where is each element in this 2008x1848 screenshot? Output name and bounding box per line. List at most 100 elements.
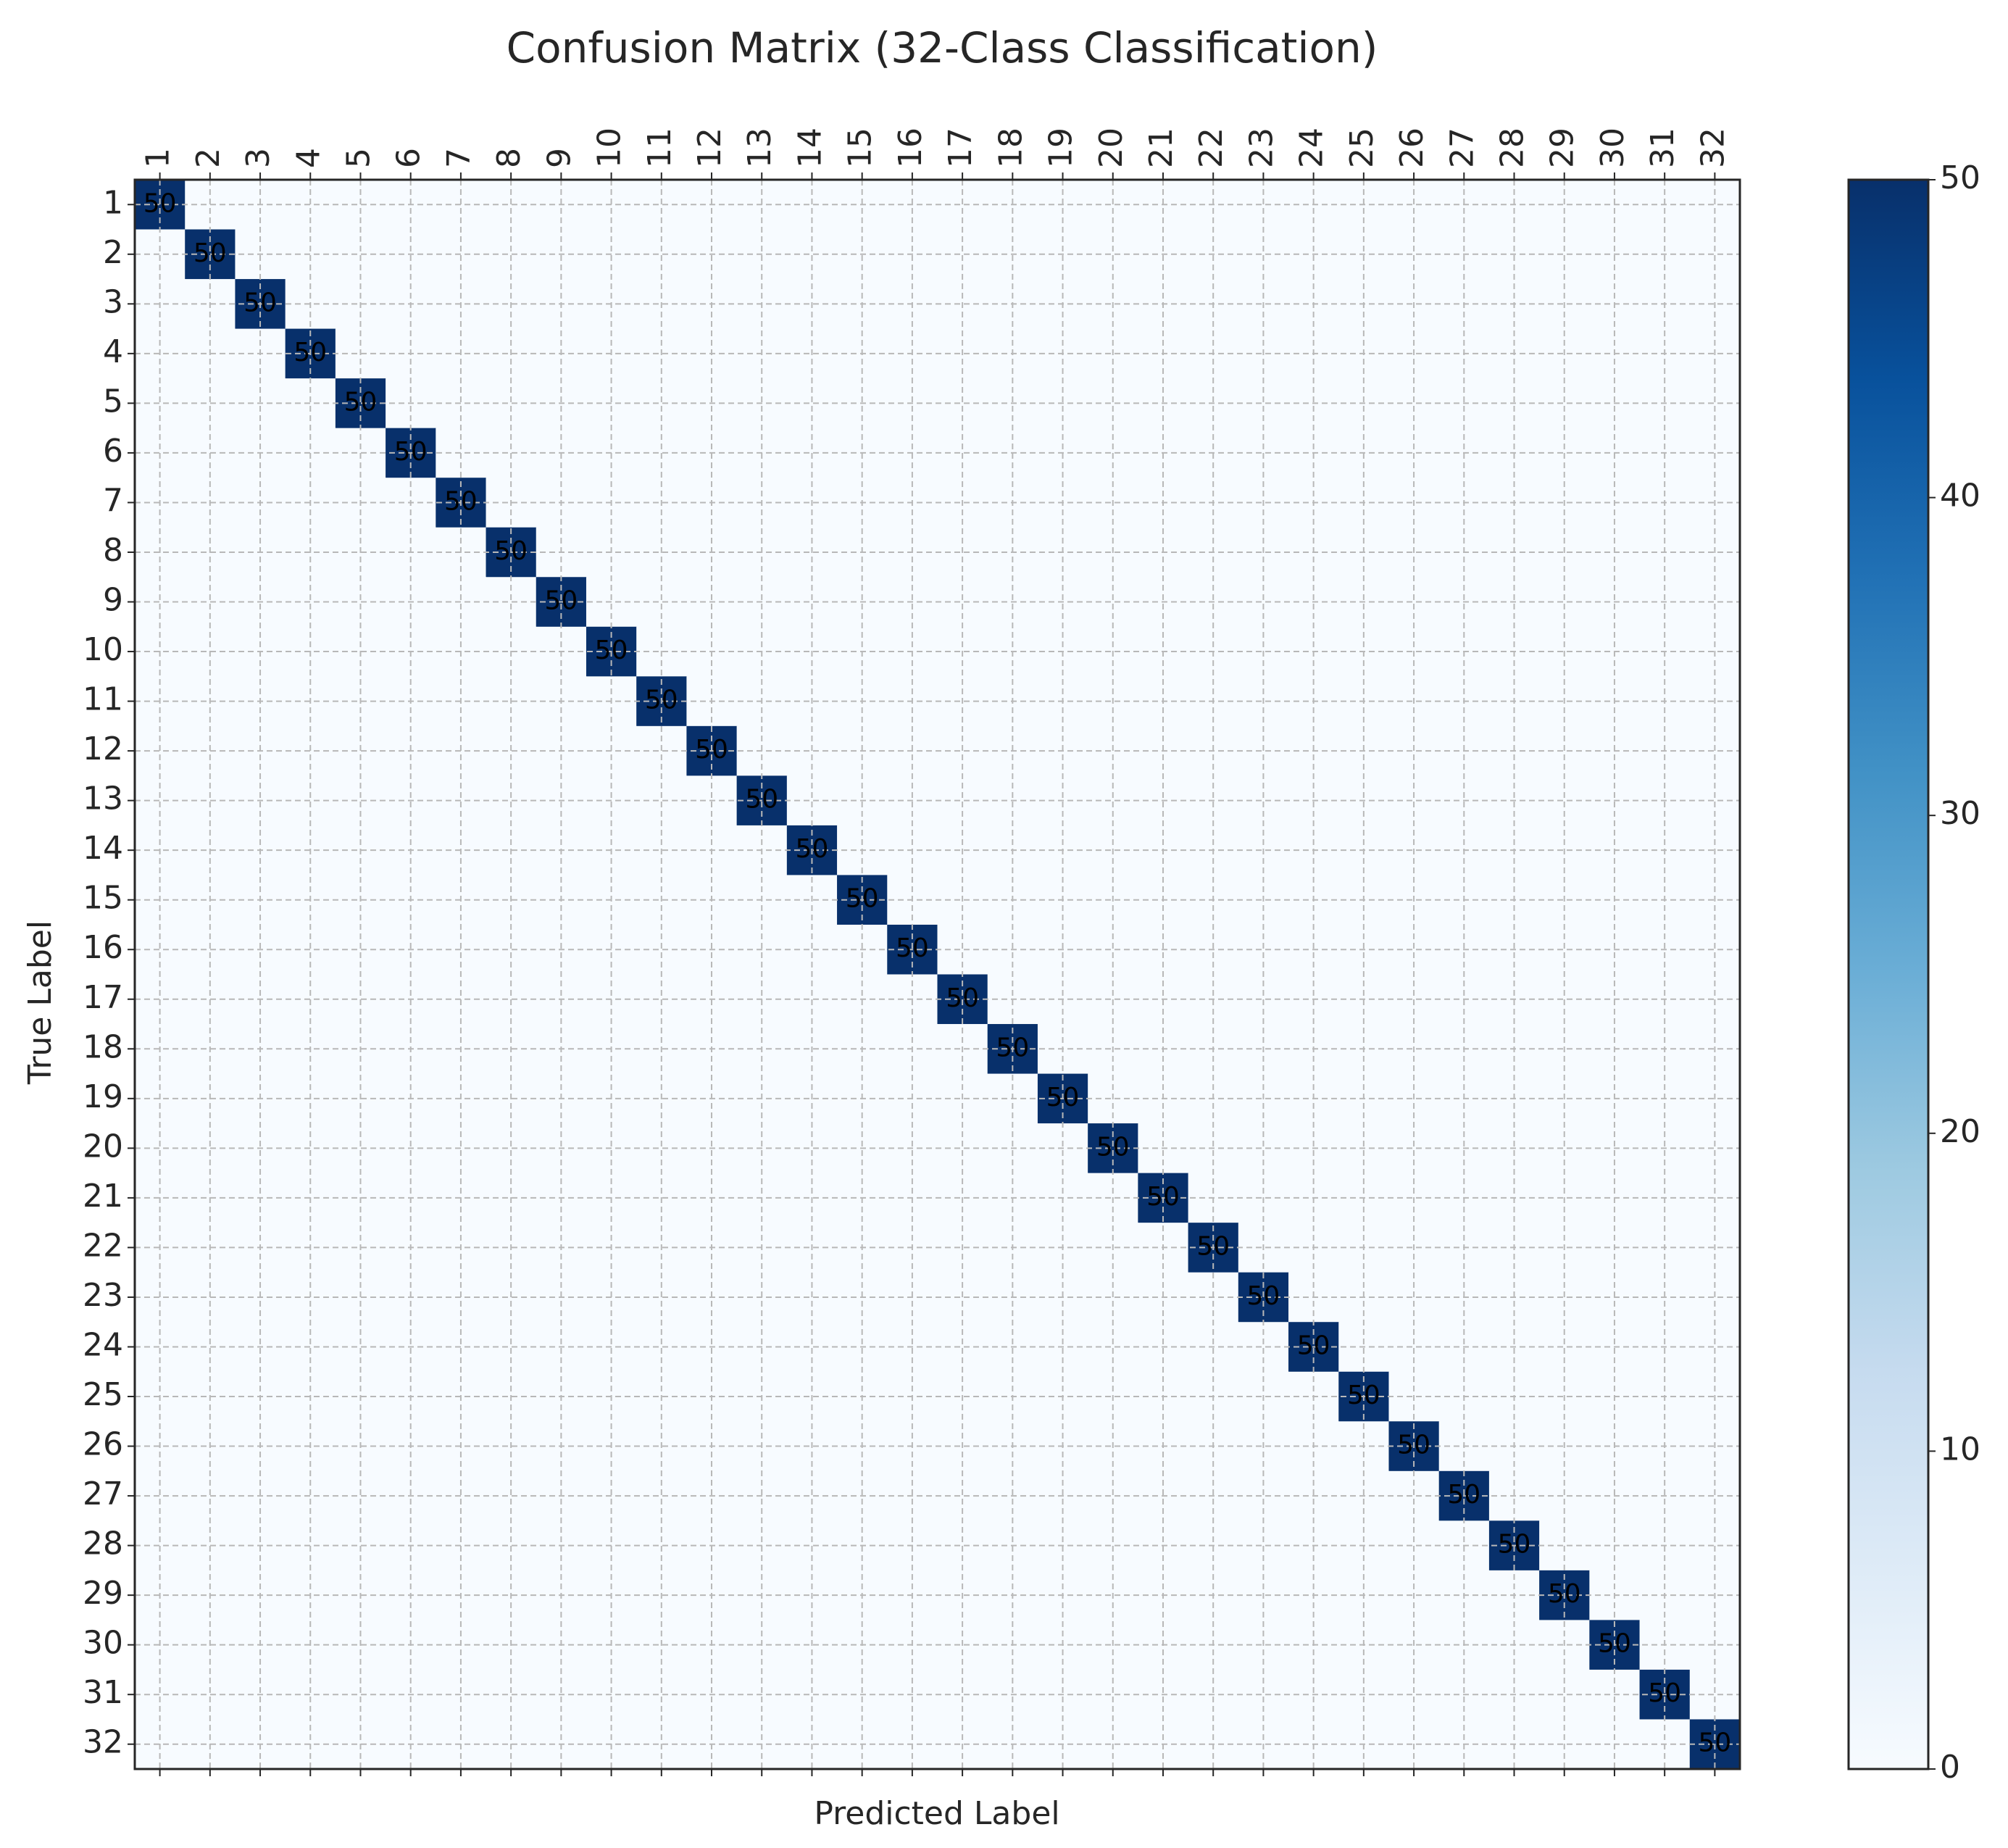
x-tick-label: 24	[1293, 128, 1330, 168]
y-tick-label: 17	[83, 979, 123, 1016]
x-tick-label: 6	[391, 148, 428, 168]
x-tick-label: 10	[591, 128, 628, 168]
chart-title: Confusion Matrix (32-Class Classificatio…	[507, 23, 1378, 72]
x-tick-label: 22	[1193, 128, 1230, 168]
y-tick-label: 15	[83, 880, 123, 917]
cell-label: 50	[293, 338, 327, 367]
cell-label: 50	[544, 586, 578, 616]
cell-label: 50	[1447, 1480, 1480, 1510]
x-tick-label: 14	[791, 128, 828, 168]
x-tick-label: 20	[1093, 128, 1130, 168]
cell-label: 50	[1548, 1579, 1581, 1609]
y-tick-label: 13	[83, 781, 123, 817]
x-tick-label: 5	[340, 148, 377, 168]
x-tick-label: 3	[240, 148, 277, 168]
y-tick-label: 8	[103, 532, 123, 569]
y-tick-label: 16	[83, 929, 123, 966]
cell-label: 50	[1498, 1530, 1531, 1560]
x-tick-label: 19	[1043, 128, 1080, 168]
y-tick-label: 27	[83, 1476, 123, 1512]
y-tick-label: 4	[103, 333, 123, 370]
x-tick-label: 2	[190, 148, 227, 168]
x-tick-label: 7	[441, 148, 478, 168]
heatmap-cell	[1689, 1669, 1741, 1720]
cell-label: 50	[1648, 1678, 1681, 1708]
y-tick-label: 21	[83, 1178, 123, 1215]
y-tick-label: 26	[83, 1426, 123, 1463]
x-tick-label: 15	[842, 128, 879, 168]
heatmap-cell	[1088, 1669, 1138, 1720]
x-tick-label: 28	[1494, 128, 1531, 168]
colorbar-tick-label: 10	[1940, 1431, 1980, 1468]
cell-label: 50	[1096, 1132, 1130, 1162]
cell-label: 50	[1598, 1629, 1631, 1659]
x-tick-label: 9	[541, 148, 578, 168]
y-tick-label: 6	[103, 433, 123, 470]
y-tick-label: 20	[83, 1128, 123, 1165]
plot-frame	[133, 178, 1741, 1770]
y-tick-label: 32	[83, 1724, 123, 1761]
colorbar-tick-label: 0	[1940, 1749, 1960, 1786]
x-tick-label: 21	[1143, 128, 1180, 168]
heatmap-cell	[937, 577, 988, 628]
y-tick-label: 1	[103, 184, 123, 221]
y-tick-label: 18	[83, 1028, 123, 1065]
cell-label: 50	[394, 437, 428, 467]
heatmap-cell	[1388, 577, 1440, 628]
heatmap-cell	[1238, 1123, 1289, 1174]
y-tick-label: 7	[103, 482, 123, 519]
cell-label: 50	[243, 288, 277, 317]
cell-label: 50	[946, 983, 979, 1013]
x-tick-label: 29	[1544, 128, 1581, 168]
x-tick-label: 16	[892, 128, 929, 168]
y-tick-label: 31	[83, 1674, 123, 1711]
y-tick-label: 23	[83, 1277, 123, 1314]
cell-label: 50	[1146, 1182, 1180, 1212]
heatmap-cell	[1539, 1669, 1590, 1720]
colorbar-tick-label: 30	[1940, 795, 1980, 832]
cell-label: 50	[494, 536, 528, 566]
x-tick-label: 27	[1443, 128, 1480, 168]
x-tick-label: 17	[942, 128, 979, 168]
cell-label: 50	[143, 188, 177, 218]
cell-label: 50	[896, 933, 929, 963]
x-tick-label: 11	[641, 128, 678, 168]
cell-label: 50	[444, 486, 478, 516]
heatmap-cell	[1238, 1669, 1289, 1720]
cell-label: 50	[645, 686, 678, 715]
heatmap-cell	[937, 1123, 988, 1174]
y-tick-label: 22	[83, 1227, 123, 1264]
y-tick-label: 10	[83, 631, 123, 668]
y-tick-label: 9	[103, 582, 123, 619]
cell-label: 50	[1347, 1381, 1380, 1410]
y-tick-label: 5	[103, 383, 123, 420]
y-tick-label: 29	[83, 1575, 123, 1612]
cell-label: 50	[796, 834, 829, 864]
cell-label: 50	[344, 387, 378, 417]
x-tick-label: 12	[691, 128, 728, 168]
x-tick-label: 13	[741, 128, 778, 168]
colorbar-tick-label: 50	[1940, 159, 1980, 196]
heatmap-cell	[1689, 1123, 1741, 1174]
x-tick-label: 8	[491, 148, 528, 168]
x-tick-label: 31	[1644, 128, 1681, 168]
x-tick-label: 25	[1343, 128, 1380, 168]
x-tick-label: 23	[1243, 128, 1280, 168]
heatmap-cell	[1088, 577, 1138, 628]
cell-label: 50	[996, 1033, 1029, 1062]
colorbar	[1847, 178, 1930, 1770]
y-tick-label: 30	[83, 1625, 123, 1662]
heatmap-cell	[1388, 1669, 1440, 1720]
y-tick-label: 2	[103, 234, 123, 271]
heatmap-cell	[1238, 577, 1289, 628]
cell-label: 50	[846, 884, 879, 914]
cell-label: 50	[1046, 1083, 1080, 1112]
cell-label: 50	[193, 238, 227, 268]
y-tick-label: 14	[83, 830, 123, 867]
heatmap-cell	[937, 1669, 988, 1720]
heatmap-cell	[1539, 577, 1590, 628]
y-tick-label: 3	[103, 283, 123, 320]
heatmap-cell	[1539, 1123, 1590, 1174]
x-tick-label: 1	[140, 148, 177, 168]
